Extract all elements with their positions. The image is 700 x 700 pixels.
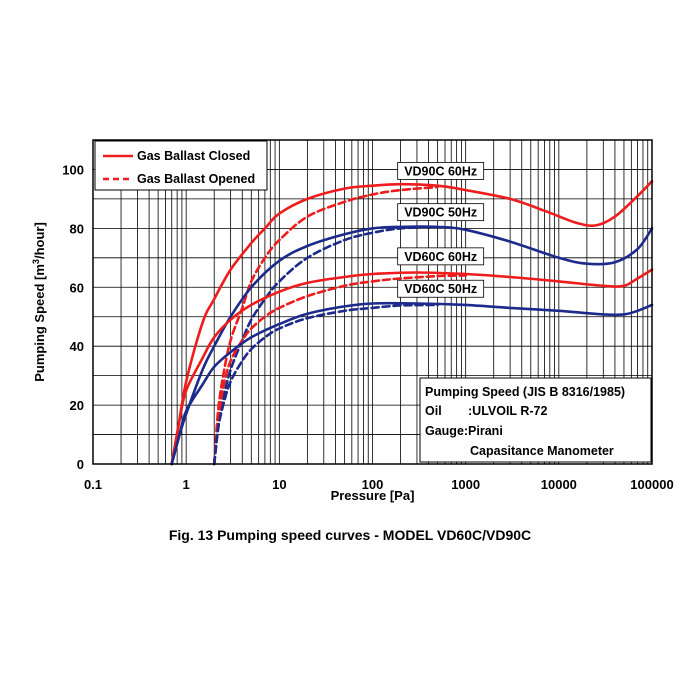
series-line-vd60c-50hz-closed (170, 301, 654, 466)
legend-label-opened: Gas Ballast Opened (137, 172, 255, 186)
series-line-vd90c-50hz-closed (170, 225, 654, 466)
model-label: VD90C 50Hz (404, 206, 477, 220)
series-line-vd60c-60hz-opened (212, 274, 467, 466)
y-tick-label: 0 (77, 457, 84, 472)
x-tick-label: 10 (272, 477, 286, 492)
info-box-frame (419, 377, 652, 463)
y-tick-label: 60 (70, 280, 84, 295)
y-axis-title: Pumping Speed [m3/hour] (31, 222, 47, 382)
model-label-box (397, 203, 485, 222)
legend: Gas Ballast Closed Gas Ballast Opened (94, 140, 268, 191)
x-tick-label: 100 (362, 477, 384, 492)
y-tick-labels: 0 20 40 60 80 100 (62, 162, 84, 472)
y-tick-label: 80 (70, 221, 84, 236)
model-label: VD90C 60Hz (404, 164, 477, 178)
model-labels: VD90C 60Hz VD90C 50Hz VD60C 60Hz VD60C 50Hz (397, 162, 485, 298)
series-line-vd90c-50hz-opened (212, 225, 439, 466)
x-tick-label: 0.1 (84, 477, 102, 492)
model-label-box (397, 247, 485, 266)
model-label: VD60C 50Hz (404, 282, 477, 296)
info-line-oil-label: Oil (425, 404, 442, 418)
info-box: Pumping Speed (JIS B 8316/1985) Oil :ULV… (419, 377, 652, 463)
x-axis-title: Pressure [Pa] (331, 488, 415, 503)
y-tick-label: 20 (70, 398, 84, 413)
legend-box (94, 140, 268, 191)
series-line-vd90c-60hz-closed (170, 179, 654, 466)
series-line-vd90c-60hz-opened (212, 185, 439, 466)
x-tick-label: 1000 (451, 477, 480, 492)
info-line-oil-value: :ULVOIL R-72 (468, 404, 547, 418)
series-line-vd60c-60hz-closed (170, 268, 654, 466)
x-tick-label: 100000 (630, 477, 673, 492)
x-tick-label: 10000 (541, 477, 577, 492)
info-line-standard: Pumping Speed (JIS B 8316/1985) (425, 385, 625, 399)
info-line-manometer: Capasitance Manometer (470, 444, 614, 458)
x-tick-labels: 0.1 1 10 100 1000 10000 100000 (84, 477, 674, 492)
model-label: VD60C 60Hz (404, 250, 477, 264)
info-line-gauge: Gauge:Pirani (425, 424, 503, 438)
y-axis-title-sup: 3 (31, 259, 41, 264)
y-tick-label: 40 (70, 339, 84, 354)
figure-caption: Fig. 13 Pumping speed curves - MODEL VD6… (168, 527, 532, 543)
x-tick-label: 1 (183, 477, 190, 492)
legend-label-closed: Gas Ballast Closed (137, 149, 250, 163)
model-label-box (397, 162, 485, 180)
series-line-vd60c-50hz-opened (212, 303, 439, 466)
series-group (170, 179, 654, 466)
y-tick-label: 100 (62, 162, 84, 177)
plot-frame (92, 139, 653, 465)
y-axis-title-tail: /hour] (32, 222, 47, 259)
y-axis-title-main: Pumping Speed [m (32, 264, 47, 382)
model-label-box (397, 279, 485, 298)
